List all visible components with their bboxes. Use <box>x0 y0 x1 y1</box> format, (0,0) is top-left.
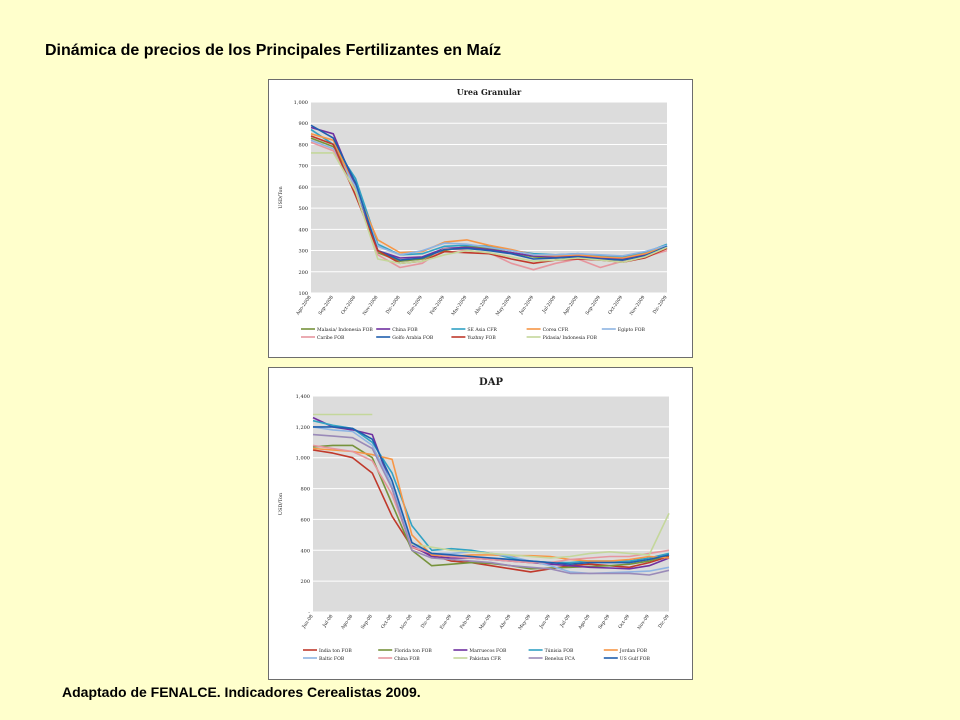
legend-label: Florida ton FOB <box>394 648 432 654</box>
y-tick-label: - <box>308 610 310 616</box>
x-tick-label: Feb-09 <box>459 614 473 631</box>
y-axis-label: USD/Ton <box>278 492 284 515</box>
legend-label: Egipto FOB <box>618 327 646 333</box>
x-tick-label: Mar-09 <box>478 614 493 631</box>
legend-label: Jordan FOB <box>619 648 648 654</box>
y-tick-label: 500 <box>298 206 308 212</box>
plot-area <box>313 396 669 612</box>
x-tick-label: Nov-08 <box>399 614 414 631</box>
x-tick-label: Jun-08 <box>300 614 314 631</box>
x-tick-label: Jul-2009 <box>541 295 558 315</box>
legend-label: Malasia/ Indonesia FOB <box>317 327 373 333</box>
legend-label: Marruecos FOB <box>469 648 507 654</box>
x-tick-label: Ene-09 <box>439 614 453 631</box>
y-tick-label: 200 <box>298 270 308 276</box>
legend-label: China FOB <box>394 656 420 662</box>
series-line <box>311 152 668 265</box>
x-tick-label: Feb-2009 <box>429 295 446 316</box>
x-tick-label: Oct-2009 <box>607 295 624 316</box>
x-tick-label: Jun-09 <box>538 614 552 631</box>
series-line <box>411 512 670 559</box>
urea-chart: Urea Granular 100 200 300 400 500 600 700 800 900… <box>268 79 693 358</box>
legend-label: SE Asia CFR <box>467 327 497 333</box>
y-tick-label: 800 <box>300 487 310 493</box>
x-tick-label: Oct-08 <box>380 614 394 630</box>
legend-label: Yuzhny FOB <box>466 335 496 341</box>
y-tick-label: 1,000 <box>294 100 308 106</box>
y-tick-label: 300 <box>298 249 308 255</box>
x-tick-label: Nov-09 <box>636 614 651 631</box>
series-line <box>313 426 670 565</box>
x-tick-label: May-2009 <box>495 295 513 318</box>
x-tick-label: Dic-2008 <box>385 295 402 316</box>
y-tick-label: 1,000 <box>296 456 310 462</box>
x-tick-label: Nov-2008 <box>361 295 379 317</box>
series-line <box>310 133 668 259</box>
legend-label: Caribe FOB <box>317 335 345 341</box>
dap-chart-svg: DAP - 200 400 600 800 1,000 1,200 1,400 USD/Ton Ju… <box>278 377 671 662</box>
x-tick-label: Abr-2009 <box>473 295 491 317</box>
legend-label: Golfo Arabia FOB <box>392 335 434 341</box>
series-line <box>310 124 668 261</box>
chart-title: Urea Granular <box>457 87 522 97</box>
dap-chart: DAP - 200 400 600 800 1,000 1,200 1,400 USD/Ton Ju… <box>268 367 693 680</box>
legend-label: Túnisia FOB <box>545 647 574 654</box>
x-tick-label: Ago-2008 <box>294 295 312 318</box>
legend-label: China FOB <box>392 327 418 333</box>
x-tick-label: Sep-2008 <box>317 295 335 317</box>
x-tick-label: Ago-08 <box>339 614 354 632</box>
x-tick-label: Sep-2009 <box>584 295 602 317</box>
x-tick-label: Dic-09 <box>657 614 671 630</box>
y-tick-label: 1,400 <box>296 394 310 400</box>
x-tick-label: Mar-2009 <box>450 295 468 317</box>
x-tick-label: Abr-09 <box>498 614 513 631</box>
y-tick-label: 1,200 <box>296 425 310 431</box>
y-tick-label: 800 <box>298 142 308 148</box>
legend-label: Pidasia/ Indonesia FOB <box>543 335 598 341</box>
x-tick-label: Sep-08 <box>360 614 374 631</box>
chart-title: DAP <box>479 377 503 388</box>
legend-label: US Gulf FOB <box>620 656 651 662</box>
legend-label: Benelux FCA <box>545 656 576 662</box>
x-tick-label: Oct-2008 <box>340 295 357 316</box>
y-tick-label: 600 <box>300 517 310 523</box>
x-tick-label: Oct-09 <box>617 614 631 630</box>
y-tick-label: 400 <box>300 548 310 554</box>
x-tick-label: Nov-2009 <box>628 295 646 317</box>
x-tick-label: Dic-08 <box>420 614 434 630</box>
series-line <box>312 444 670 564</box>
legend-label: Pakistan CFR <box>469 656 501 662</box>
y-axis-label: USD/Ton <box>278 185 284 208</box>
x-tick-label: Jun-2009 <box>518 295 536 317</box>
urea-chart-svg: Urea Granular 100 200 300 400 500 600 700 800 900… <box>278 87 669 341</box>
series-line <box>312 447 670 562</box>
y-tick-label: 400 <box>298 227 308 233</box>
slide-caption: Adaptado de FENALCE. Indicadores Cereali… <box>62 684 421 700</box>
y-tick-label: 900 <box>298 121 308 127</box>
legend-label: India ton FOB <box>319 648 352 654</box>
series-line <box>312 433 670 576</box>
y-tick-label: 600 <box>298 185 308 191</box>
x-tick-label: Dic-2009 <box>652 295 669 316</box>
x-tick-label: Ago-09 <box>577 614 592 632</box>
slide-title: Dinámica de precios de los Principales F… <box>45 42 502 59</box>
y-tick-label: 700 <box>298 164 308 170</box>
x-tick-label: Jul-09 <box>558 614 571 630</box>
x-tick-label: Sep-09 <box>597 614 611 631</box>
x-tick-label: Jul-08 <box>321 614 334 630</box>
y-tick-label: 100 <box>298 291 308 297</box>
y-tick-label: 200 <box>300 579 310 585</box>
x-tick-label: Ago-2009 <box>561 295 579 318</box>
legend-label: Baltic FOB <box>319 656 345 662</box>
x-tick-label: May-09 <box>517 614 532 632</box>
x-tick-label: Ene-2009 <box>406 295 424 317</box>
legend-label: Corea CFR <box>543 327 569 333</box>
